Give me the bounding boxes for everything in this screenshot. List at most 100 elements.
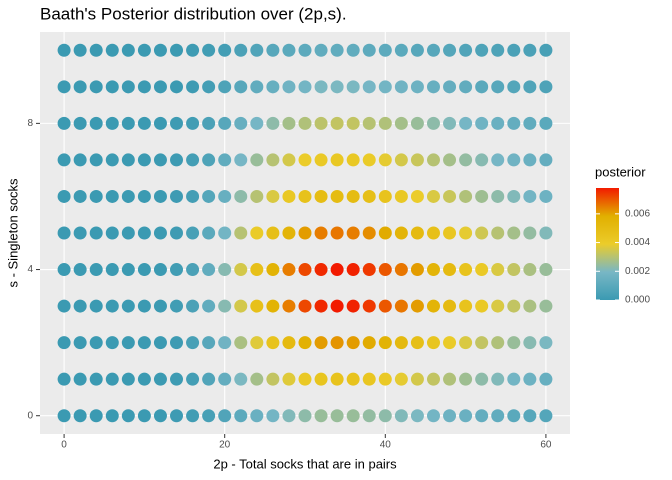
point [89,80,103,94]
point [234,263,248,277]
point [105,80,119,94]
point [57,299,71,313]
point [105,263,119,277]
point [410,409,424,423]
point [394,409,408,423]
point [170,409,184,423]
point [394,80,408,94]
point [73,263,87,277]
point [507,299,521,313]
point [170,153,184,167]
point [137,263,151,277]
point [426,80,440,94]
point [523,336,537,350]
point [507,80,521,94]
point [186,299,200,313]
point [507,43,521,57]
point [153,263,167,277]
point [105,336,119,350]
point [443,80,457,94]
point [234,372,248,386]
point [346,43,360,57]
point [459,372,473,386]
point [410,336,424,350]
point [57,336,71,350]
point [298,116,312,130]
point [202,372,216,386]
point [426,336,440,350]
point [234,226,248,240]
point [170,189,184,203]
color-bar [596,188,619,300]
point [153,299,167,313]
point [73,226,87,240]
point [73,372,87,386]
legend-tick-label: 0.000 [625,295,650,306]
point [105,299,119,313]
point [89,116,103,130]
point [202,226,216,240]
point [314,153,328,167]
point [346,299,360,313]
point [57,189,71,203]
point [89,189,103,203]
point [394,153,408,167]
point [250,80,264,94]
point [186,372,200,386]
point [218,226,232,240]
y-tick-label: 0 [27,410,33,421]
point [73,80,87,94]
point [523,80,537,94]
point [170,299,184,313]
point [186,263,200,277]
point [410,153,424,167]
point [137,372,151,386]
point [394,372,408,386]
legend-tick-label: 0.006 [625,208,650,219]
point [539,299,553,313]
point [153,153,167,167]
point [121,116,135,130]
point [137,80,151,94]
point [121,189,135,203]
point [266,263,280,277]
point [153,43,167,57]
point [250,299,264,313]
point [202,263,216,277]
point [250,372,264,386]
point [426,153,440,167]
point [346,409,360,423]
point [330,409,344,423]
point [202,116,216,130]
point [394,43,408,57]
point [234,116,248,130]
point [186,189,200,203]
point [523,409,537,423]
point [186,226,200,240]
point [330,372,344,386]
point [410,372,424,386]
point [410,80,424,94]
point [137,409,151,423]
point [105,189,119,203]
x-axis-title: 2p - Total socks that are in pairs [213,456,397,471]
point [459,153,473,167]
point [378,43,392,57]
point [57,116,71,130]
point [459,189,473,203]
point [57,80,71,94]
point [378,116,392,130]
point [443,189,457,203]
point [105,372,119,386]
point [491,372,505,386]
point [153,226,167,240]
point [491,299,505,313]
point [121,336,135,350]
point [218,409,232,423]
point [234,336,248,350]
point [89,409,103,423]
point [426,189,440,203]
point [234,43,248,57]
point [234,189,248,203]
